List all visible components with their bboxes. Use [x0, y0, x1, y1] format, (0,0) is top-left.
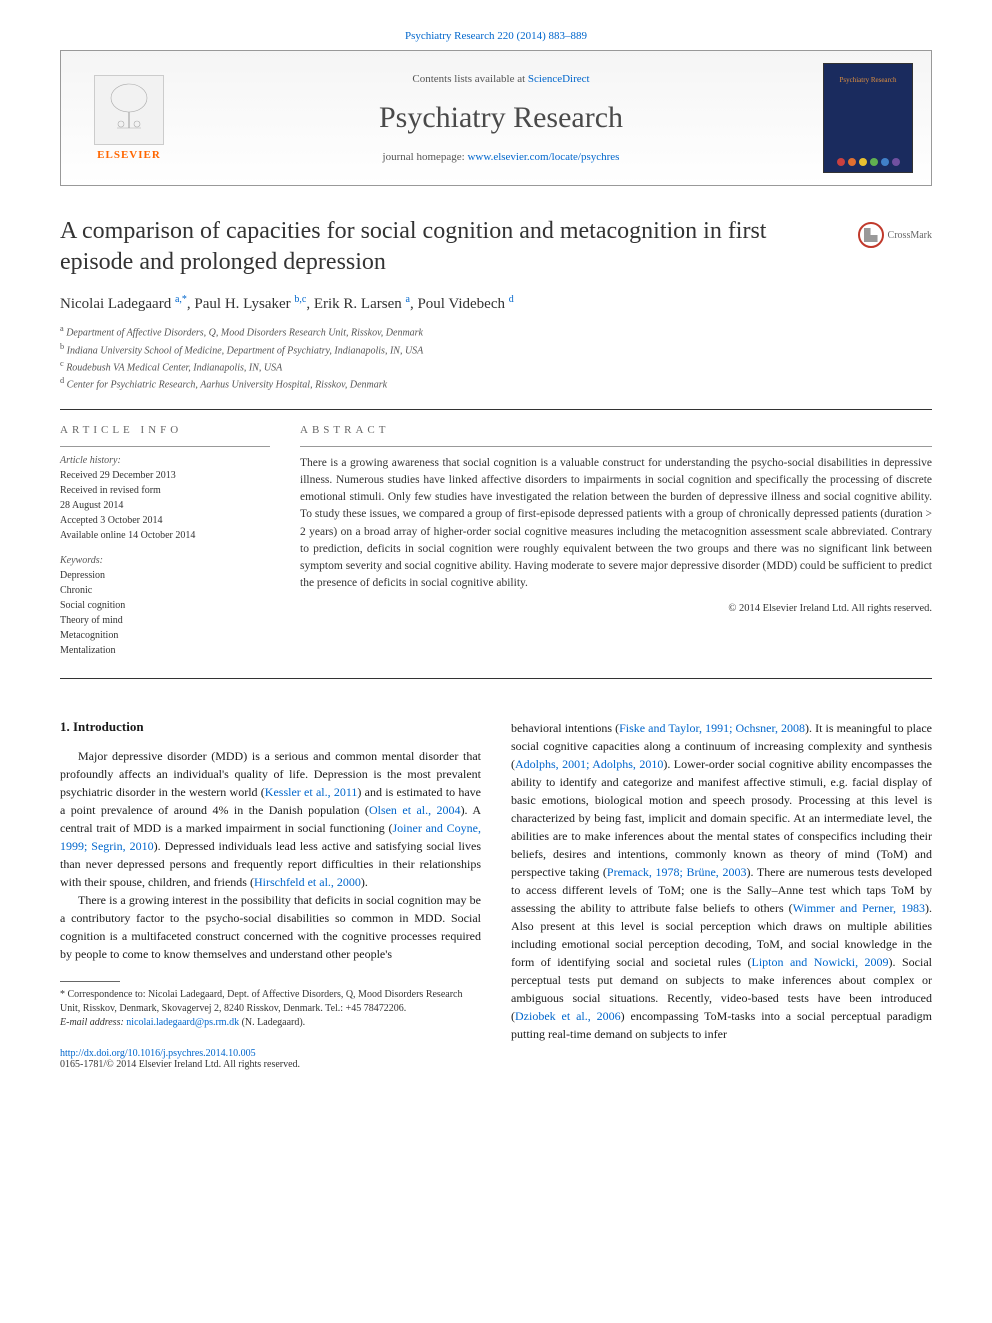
cover-dot	[859, 158, 867, 166]
citation-link[interactable]: Lipton and Nowicki, 2009	[752, 955, 889, 969]
keywords-label: Keywords:	[60, 555, 270, 566]
publisher-name: ELSEVIER	[97, 149, 161, 161]
cover-title: Psychiatry Research	[824, 64, 912, 84]
homepage-link[interactable]: www.elsevier.com/locate/psychres	[467, 151, 619, 163]
cover-dot	[870, 158, 878, 166]
body-text: behavioral intentions (Fiske and Taylor,…	[511, 719, 932, 1043]
crossmark-label: CrossMark	[888, 230, 932, 241]
title-row: A comparison of capacities for social co…	[60, 216, 932, 278]
citation-link[interactable]: Fiske and Taylor, 1991; Ochsner, 2008	[619, 721, 805, 735]
article-title: A comparison of capacities for social co…	[60, 216, 838, 278]
citation-link[interactable]: Dziobek et al., 2006	[515, 1009, 621, 1023]
citation-link[interactable]: Kessler et al., 2011	[265, 785, 358, 799]
history-text: Received 29 December 2013Received in rev…	[60, 468, 270, 543]
abstract-header: ABSTRACT	[300, 424, 932, 436]
homepage-prefix: journal homepage:	[383, 151, 468, 163]
sciencedirect-link[interactable]: ScienceDirect	[528, 73, 590, 85]
column-right: behavioral intentions (Fiske and Taylor,…	[511, 719, 932, 1070]
divider	[60, 678, 932, 679]
text: ). Lower-order social cognitive ability …	[511, 757, 932, 879]
copyright: © 2014 Elsevier Ireland Ltd. All rights …	[300, 603, 932, 614]
paragraph: There is a growing interest in the possi…	[60, 891, 481, 963]
divider	[60, 409, 932, 410]
cover-dots	[824, 158, 912, 166]
history-label: Article history:	[60, 455, 270, 466]
abstract: ABSTRACT There is a growing awareness th…	[300, 424, 932, 658]
affiliations: a Department of Affective Disorders, Q, …	[60, 323, 932, 392]
journal-header: ELSEVIER Contents lists available at Sci…	[60, 50, 932, 186]
journal-cover-thumbnail: Psychiatry Research	[823, 63, 913, 173]
abstract-text: There is a growing awareness that social…	[300, 455, 932, 593]
body-columns: 1. Introduction Major depressive disorde…	[60, 719, 932, 1070]
authors-line: Nicolai Ladegaard a,*, Paul H. Lysaker b…	[60, 294, 932, 313]
keywords-text: DepressionChronicSocial cognitionTheory …	[60, 568, 270, 658]
cover-dot	[892, 158, 900, 166]
info-abstract-row: ARTICLE INFO Article history: Received 2…	[60, 424, 932, 658]
page: Psychiatry Research 220 (2014) 883–889 E…	[0, 0, 992, 1110]
article-info: ARTICLE INFO Article history: Received 2…	[60, 424, 270, 658]
contents-line: Contents lists available at ScienceDirec…	[179, 73, 823, 85]
top-citation-link[interactable]: Psychiatry Research 220 (2014) 883–889	[405, 30, 587, 42]
citation-link[interactable]: Premack, 1978; Brüne, 2003	[607, 865, 747, 879]
column-left: 1. Introduction Major depressive disorde…	[60, 719, 481, 1070]
contents-prefix: Contents lists available at	[412, 73, 527, 85]
top-citation: Psychiatry Research 220 (2014) 883–889	[60, 30, 932, 42]
text: ).	[361, 875, 368, 889]
footnote-rule	[60, 981, 120, 982]
elsevier-tree-icon	[94, 75, 164, 145]
section-heading: 1. Introduction	[60, 719, 481, 735]
citation-link[interactable]: Hirschfeld et al., 2000	[254, 875, 361, 889]
email-suffix: (N. Ladegaard).	[239, 1017, 305, 1028]
crossmark-badge[interactable]: CrossMark	[858, 222, 932, 248]
cover-dot	[837, 158, 845, 166]
citation-link[interactable]: Olsen et al., 2004	[369, 803, 461, 817]
homepage-line: journal homepage: www.elsevier.com/locat…	[179, 151, 823, 163]
correspondence-footnote: * Correspondence to: Nicolai Ladegaard, …	[60, 988, 481, 1016]
citation-link[interactable]: Wimmer and Perner, 1983	[793, 901, 925, 915]
publisher-logo: ELSEVIER	[79, 68, 179, 168]
crossmark-icon	[858, 222, 884, 248]
body-text: Major depressive disorder (MDD) is a ser…	[60, 747, 481, 963]
email-footnote: E-mail address: nicolai.ladegaard@ps.rm.…	[60, 1016, 481, 1030]
cover-dot	[881, 158, 889, 166]
issn-line: 0165-1781/© 2014 Elsevier Ireland Ltd. A…	[60, 1059, 300, 1070]
journal-name: Psychiatry Research	[179, 101, 823, 135]
text: behavioral intentions (	[511, 721, 619, 735]
header-center: Contents lists available at ScienceDirec…	[179, 73, 823, 163]
doi-link[interactable]: http://dx.doi.org/10.1016/j.psychres.201…	[60, 1048, 256, 1059]
cover-dot	[848, 158, 856, 166]
doi-block: http://dx.doi.org/10.1016/j.psychres.201…	[60, 1048, 481, 1070]
email-label: E-mail address:	[60, 1017, 126, 1028]
citation-link[interactable]: Adolphs, 2001; Adolphs, 2010	[515, 757, 663, 771]
email-link[interactable]: nicolai.ladegaard@ps.rm.dk	[126, 1017, 239, 1028]
article-info-header: ARTICLE INFO	[60, 424, 270, 436]
